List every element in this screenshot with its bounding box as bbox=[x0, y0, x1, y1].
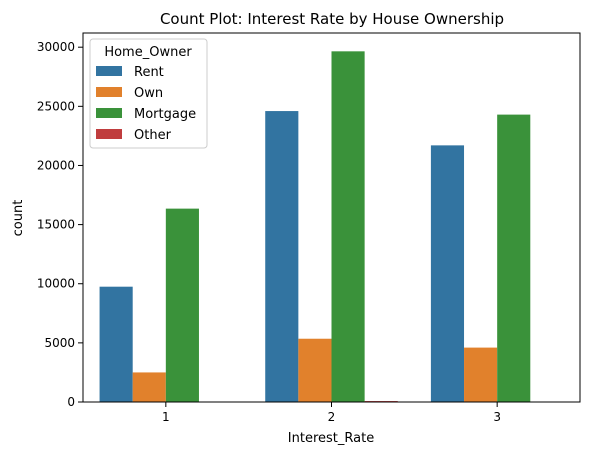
y-axis-label: count bbox=[11, 200, 26, 237]
bar-own-2 bbox=[298, 339, 331, 402]
legend-swatch-rent bbox=[96, 66, 122, 76]
y-tick-label: 20000 bbox=[37, 158, 75, 172]
legend-swatch-mortgage bbox=[96, 108, 122, 118]
bar-mortgage-3 bbox=[497, 115, 530, 402]
bar-own-3 bbox=[464, 348, 497, 402]
legend-swatch-other bbox=[96, 129, 122, 139]
x-axis-label: Interest_Rate bbox=[288, 431, 374, 446]
bar-mortgage-1 bbox=[166, 209, 199, 402]
x-tick-label: 1 bbox=[162, 410, 170, 424]
bar-rent-1 bbox=[100, 287, 133, 402]
legend: Home_Owner Rent Own Mortgage Other bbox=[90, 39, 207, 148]
legend-label-rent: Rent bbox=[134, 65, 164, 80]
y-tick-label: 25000 bbox=[37, 99, 75, 113]
bar-rent-2 bbox=[265, 111, 298, 402]
bar-rent-3 bbox=[431, 145, 464, 402]
legend-swatch-own bbox=[96, 87, 122, 97]
legend-label-own: Own bbox=[134, 86, 163, 101]
x-axis: 1 2 3 bbox=[162, 402, 501, 424]
y-tick-label: 5000 bbox=[44, 336, 75, 350]
legend-label-mortgage: Mortgage bbox=[134, 107, 196, 122]
bar-mortgage-2 bbox=[332, 51, 365, 402]
legend-title: Home_Owner bbox=[104, 45, 192, 60]
bar-own-1 bbox=[133, 372, 166, 402]
y-tick-label: 10000 bbox=[37, 277, 75, 291]
legend-label-other: Other bbox=[134, 128, 172, 143]
y-tick-label: 30000 bbox=[37, 40, 75, 54]
y-tick-label: 15000 bbox=[37, 218, 75, 232]
x-tick-label: 3 bbox=[493, 410, 501, 424]
x-tick-label: 2 bbox=[328, 410, 336, 424]
chart-title: Count Plot: Interest Rate by House Owner… bbox=[160, 10, 504, 28]
y-tick-label: 0 bbox=[67, 395, 75, 409]
y-axis: 0 5000 10000 15000 20000 25000 30000 bbox=[37, 40, 83, 409]
